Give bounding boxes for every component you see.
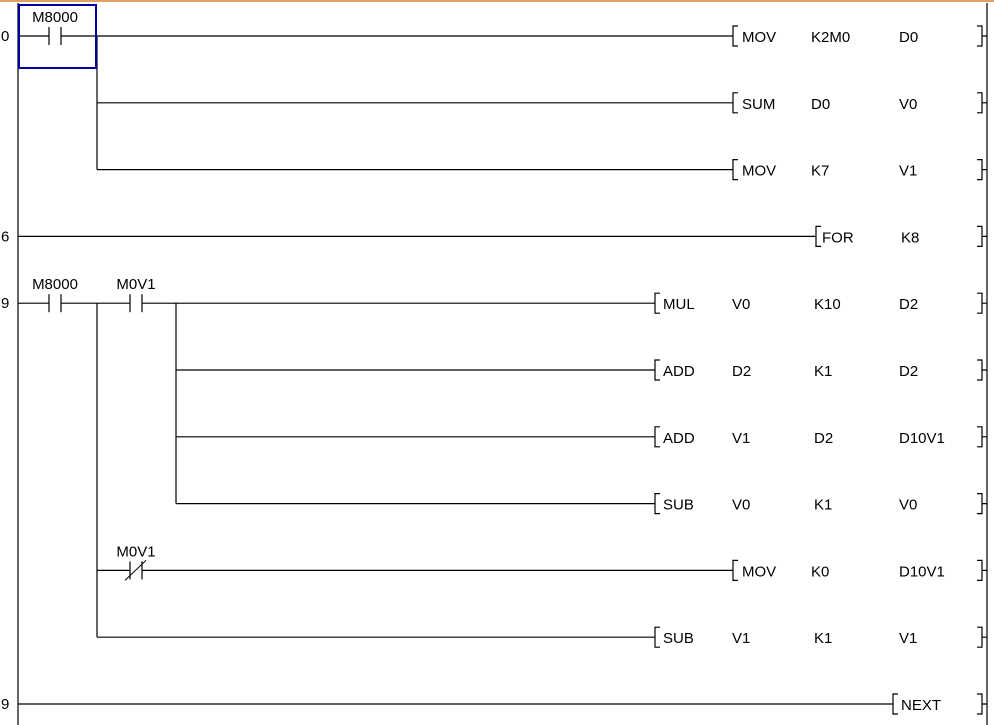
instruction-mnemonic[interactable]: MOV	[742, 163, 776, 180]
window-top-border	[0, 0, 994, 2]
instruction-mnemonic[interactable]: SUM	[742, 96, 775, 113]
instruction-operand[interactable]: K2M0	[811, 29, 850, 46]
instruction-operand[interactable]: K1	[814, 497, 832, 514]
instruction-open-bracket	[654, 292, 660, 314]
selection-cursor	[18, 4, 97, 69]
instruction-operand[interactable]: D2	[732, 363, 751, 380]
instruction-mnemonic[interactable]: ADD	[663, 430, 695, 447]
instruction-operand[interactable]: V0	[732, 497, 750, 514]
contact-closed-slash	[124, 560, 147, 581]
contact-label[interactable]: M0V1	[116, 543, 155, 560]
instruction-operand[interactable]: K7	[811, 163, 829, 180]
instruction-operand[interactable]: D2	[814, 430, 833, 447]
instruction-close-bracket	[977, 225, 987, 247]
instruction-close-bracket	[977, 693, 987, 715]
instruction-open-bracket	[654, 493, 660, 515]
instruction-operand[interactable]: K0	[811, 563, 829, 580]
instruction-operand[interactable]: D10V1	[899, 563, 945, 580]
instruction-close-bracket	[977, 626, 987, 648]
step-number: 9	[1, 295, 9, 312]
instruction-operand[interactable]: V0	[732, 296, 750, 313]
instruction-operand[interactable]: V1	[732, 630, 750, 647]
instruction-open-bracket	[732, 92, 738, 114]
instruction-close-bracket	[977, 292, 987, 314]
step-number: 0	[1, 28, 9, 45]
instruction-mnemonic[interactable]: SUB	[663, 497, 694, 514]
instruction-operand[interactable]: V0	[899, 497, 917, 514]
instruction-operand[interactable]: V1	[732, 430, 750, 447]
instruction-mnemonic[interactable]: SUB	[663, 630, 694, 647]
instruction-operand[interactable]: K1	[814, 363, 832, 380]
instruction-operand[interactable]: D2	[899, 296, 918, 313]
contact-label[interactable]: M8000	[32, 9, 78, 26]
instruction-open-bracket	[654, 359, 660, 381]
instruction-open-bracket	[732, 559, 738, 581]
instruction-open-bracket	[815, 225, 821, 247]
instruction-close-bracket	[977, 25, 987, 47]
contact-label[interactable]: M8000	[32, 276, 78, 293]
step-number: 6	[1, 228, 9, 245]
instruction-operand[interactable]: K10	[814, 296, 841, 313]
instruction-mnemonic[interactable]: MUL	[663, 296, 695, 313]
instruction-close-bracket	[977, 559, 987, 581]
instruction-close-bracket	[977, 92, 987, 114]
instruction-operand[interactable]: V0	[899, 96, 917, 113]
instruction-mnemonic[interactable]: NEXT	[901, 697, 941, 714]
instruction-operand[interactable]: K1	[814, 630, 832, 647]
instruction-close-bracket	[977, 493, 987, 515]
instruction-mnemonic[interactable]: MOV	[742, 29, 776, 46]
instruction-open-bracket	[732, 25, 738, 47]
instruction-operand[interactable]: D0	[811, 96, 830, 113]
instruction-close-bracket	[977, 426, 987, 448]
instruction-close-bracket	[977, 359, 987, 381]
instruction-open-bracket	[732, 159, 738, 181]
contact-label[interactable]: M0V1	[116, 276, 155, 293]
instruction-operand[interactable]: D10V1	[899, 430, 945, 447]
instruction-mnemonic[interactable]: FOR	[822, 229, 854, 246]
instruction-mnemonic[interactable]: ADD	[663, 363, 695, 380]
instruction-mnemonic[interactable]: MOV	[742, 563, 776, 580]
instruction-open-bracket	[892, 693, 898, 715]
instruction-operand[interactable]: V1	[899, 630, 917, 647]
instruction-operand[interactable]: K8	[901, 229, 919, 246]
instruction-operand[interactable]: D0	[899, 29, 918, 46]
instruction-operand[interactable]: D2	[899, 363, 918, 380]
instruction-close-bracket	[977, 159, 987, 181]
step-number: 9	[1, 696, 9, 713]
instruction-open-bracket	[654, 426, 660, 448]
instruction-open-bracket	[654, 626, 660, 648]
instruction-operand[interactable]: V1	[899, 163, 917, 180]
